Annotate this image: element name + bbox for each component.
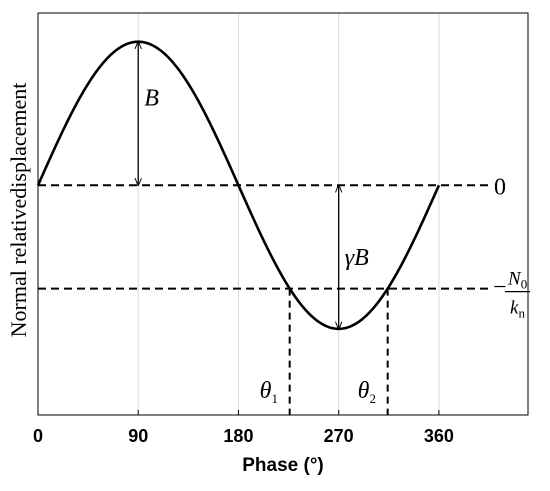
series-layer (36, 40, 441, 331)
reference-lines: 0 − N0 kn (38, 174, 530, 321)
x-tick-label-2: 180 (223, 426, 253, 446)
grid-layer (37, 13, 440, 415)
fraction-sign: − (493, 275, 507, 301)
theta-label-1: θ1 (260, 378, 278, 406)
y-axis-label: Normal relativedisplacement (6, 83, 31, 338)
vertical-markers: θ1 θ2 (260, 288, 389, 415)
plot-frame (37, 12, 529, 416)
annotation-label-2: γB (345, 245, 369, 271)
fraction-denominator: kn (510, 298, 525, 321)
x-tick-label-3: 270 (324, 426, 354, 446)
annotation-label-1: B (144, 86, 159, 112)
x-tick-label-4: 360 (424, 426, 454, 446)
x-axis-label: Phase (°) (242, 455, 324, 476)
annotations: BγB (138, 42, 369, 329)
zero-reference-label: 0 (494, 174, 506, 200)
series-line-0 (36, 40, 441, 331)
theta-label-2: θ2 (358, 378, 376, 406)
fraction-numerator: N0 (507, 269, 527, 292)
x-ticks: 0 90 180 270 360 (33, 410, 454, 446)
x-tick-label-1: 90 (128, 426, 148, 446)
x-tick-label-0: 0 (33, 426, 43, 446)
